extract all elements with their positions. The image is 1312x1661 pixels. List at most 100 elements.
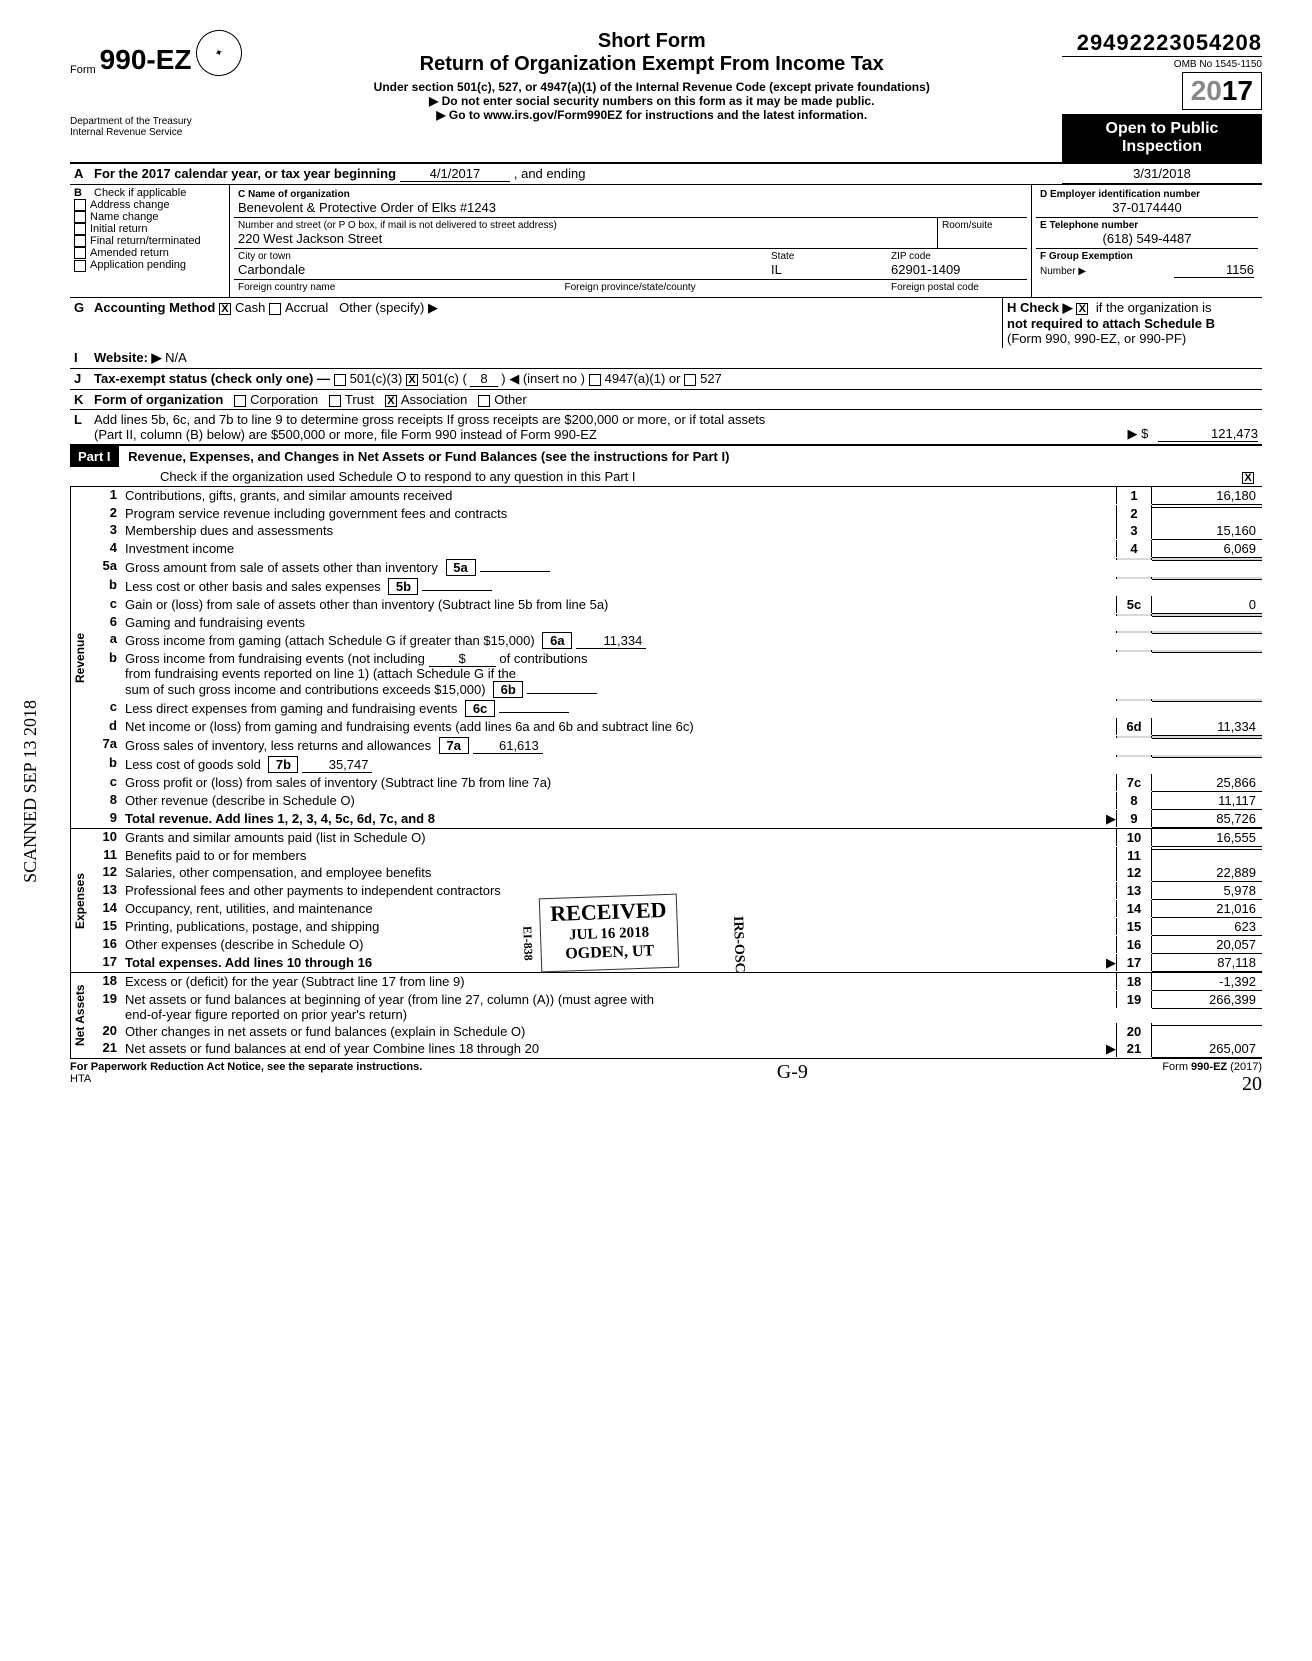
netassets-label: Net Assets <box>70 973 89 1058</box>
footer-left: For Paperwork Reduction Act Notice, see … <box>70 1061 422 1073</box>
chk-4947[interactable] <box>589 374 601 386</box>
state-label: State <box>771 251 883 262</box>
b-opt-5: Application pending <box>90 259 186 271</box>
footer: For Paperwork Reduction Act Notice, see … <box>70 1058 1262 1096</box>
line-20-val <box>1152 1023 1262 1026</box>
line-6a-ival: 11,334 <box>576 633 646 649</box>
chk-address[interactable] <box>74 199 86 211</box>
line-8-val: 11,117 <box>1152 792 1262 810</box>
part1-label: Part I <box>70 446 119 467</box>
foreign-prov: Foreign province/state/county <box>561 280 888 295</box>
chk-final[interactable] <box>74 235 86 247</box>
chk-cash[interactable]: X <box>219 303 231 315</box>
line-i: IWebsite: ▶ N/A <box>70 348 1262 368</box>
line-7b-desc: Less cost of goods sold <box>125 757 261 772</box>
line-7c-val: 25,866 <box>1152 774 1262 792</box>
chk-h[interactable]: X <box>1076 303 1088 315</box>
line-6b-d3: sum of such gross income and contributio… <box>125 682 486 697</box>
line-12-desc: Salaries, other compensation, and employ… <box>125 864 1116 881</box>
line-g: GAccounting Method XCash Accrual Other (… <box>70 297 1262 348</box>
chk-accrual[interactable] <box>269 303 281 315</box>
info-text: Go to www.irs.gov/Form990EZ for instruct… <box>449 108 867 122</box>
c-name-label: C Name of organization <box>238 189 1023 200</box>
room-label: Room/suite <box>937 218 1027 248</box>
h-line2: not required to attach Schedule B <box>1007 316 1215 331</box>
k-corp: Corporation <box>250 392 318 407</box>
line-6b-d1: Gross income from fundraising events (no… <box>125 651 425 666</box>
g-accrual: Accrual <box>285 300 328 315</box>
k-other: Other <box>494 392 527 407</box>
ei-stamp: EI-838 <box>519 926 535 961</box>
chk-name[interactable] <box>74 211 86 223</box>
line-20-desc: Other changes in net assets or fund bala… <box>125 1023 1116 1040</box>
line-1-desc: Contributions, gifts, grants, and simila… <box>125 487 1116 504</box>
form-number: 990-EZ <box>100 44 192 76</box>
phone: (618) 549-4487 <box>1040 231 1254 246</box>
j-c-tail: ) ◀ (insert no ) <box>501 371 585 386</box>
l-line2: (Part II, column (B) below) are $500,000… <box>94 427 597 442</box>
line-11-desc: Benefits paid to or for members <box>125 847 1116 864</box>
line-7b-ival: 35,747 <box>302 757 372 773</box>
line-7a-ival: 61,613 <box>473 738 543 754</box>
line-6b-ival <box>527 693 597 694</box>
line-16-val: 20,057 <box>1152 936 1262 954</box>
warn-line: ▶ Do not enter social security numbers o… <box>252 94 1053 108</box>
footer-right: Form 990-EZ (2017) <box>1162 1061 1262 1073</box>
open-public-2: Inspection <box>1070 138 1254 156</box>
b-opt-1: Name change <box>90 211 159 223</box>
control-number: 29492223054208 <box>1062 30 1262 56</box>
line-4-desc: Investment income <box>125 540 1116 557</box>
line-14-val: 21,016 <box>1152 900 1262 918</box>
line-6b-d1b: $ <box>429 651 496 667</box>
line-13-val: 5,978 <box>1152 882 1262 900</box>
line-5b-desc: Less cost or other basis and sales expen… <box>125 579 381 594</box>
chk-part1[interactable]: X <box>1242 472 1254 484</box>
chk-501c3[interactable] <box>334 374 346 386</box>
open-public-1: Open to Public <box>1070 120 1254 138</box>
i-label: Website: ▶ <box>94 350 162 365</box>
chk-amended[interactable] <box>74 247 86 259</box>
short-form-label: Short Form <box>252 30 1053 53</box>
j-527: 527 <box>700 371 722 386</box>
org-state: IL <box>771 262 883 277</box>
j-c-num: 8 <box>470 371 497 387</box>
line-21-desc: Net assets or fund balances at end of ye… <box>125 1041 539 1056</box>
chk-501c[interactable]: X <box>406 374 418 386</box>
chk-527[interactable] <box>684 374 696 386</box>
c-addr-label: Number and street (or P O box, if mail i… <box>238 220 933 231</box>
warn-text: Do not enter social security numbers on … <box>442 94 875 108</box>
ein: 37-0174440 <box>1040 200 1254 215</box>
b-label: Check if applicable <box>94 187 186 199</box>
chk-trust[interactable] <box>329 395 341 407</box>
line-10-desc: Grants and similar amounts paid (list in… <box>125 829 1116 846</box>
line-k: KForm of organization Corporation Trust … <box>70 389 1262 409</box>
chk-pending[interactable] <box>74 260 86 272</box>
chk-initial[interactable] <box>74 223 86 235</box>
tax-year: 2017 <box>1182 72 1262 110</box>
irs-osc-stamp: IRS-OSC <box>729 916 747 973</box>
h-line3: (Form 990, 990-EZ, or 990-PF) <box>1007 331 1186 346</box>
g-cash: Cash <box>235 300 265 315</box>
line-17-val: 87,118 <box>1152 954 1262 972</box>
received-stamp-block: RECEIVED JUL 16 2018 OGDEN, UT <box>539 894 680 972</box>
b-opt-0: Address change <box>90 199 170 211</box>
line-5b-ival <box>422 590 492 591</box>
chk-other[interactable] <box>478 395 490 407</box>
part1-title: Revenue, Expenses, and Changes in Net As… <box>128 449 729 464</box>
h-tail: if the organization is <box>1096 300 1212 315</box>
footer-hta: HTA <box>70 1073 91 1085</box>
chk-assoc[interactable]: X <box>385 395 397 407</box>
form-prefix: Form <box>70 64 96 76</box>
chk-corp[interactable] <box>234 395 246 407</box>
part1-header: Part I Revenue, Expenses, and Changes in… <box>70 444 1262 486</box>
line-21-val: 265,007 <box>1152 1040 1262 1058</box>
line-5a-desc: Gross amount from sale of assets other t… <box>125 560 438 575</box>
line-6d-desc: Net income or (loss) from gaming and fun… <box>125 718 1116 735</box>
foreign-country: Foreign country name <box>234 280 561 295</box>
zip-label: ZIP code <box>891 251 1023 262</box>
k-assoc: Association <box>401 392 467 407</box>
b-opt-2: Initial return <box>90 223 147 235</box>
part1-check-line: Check if the organization used Schedule … <box>160 469 636 484</box>
form-header: Form 990-EZ ✦ Department of the Treasury… <box>70 30 1262 162</box>
a-mid: , and ending <box>514 166 586 181</box>
